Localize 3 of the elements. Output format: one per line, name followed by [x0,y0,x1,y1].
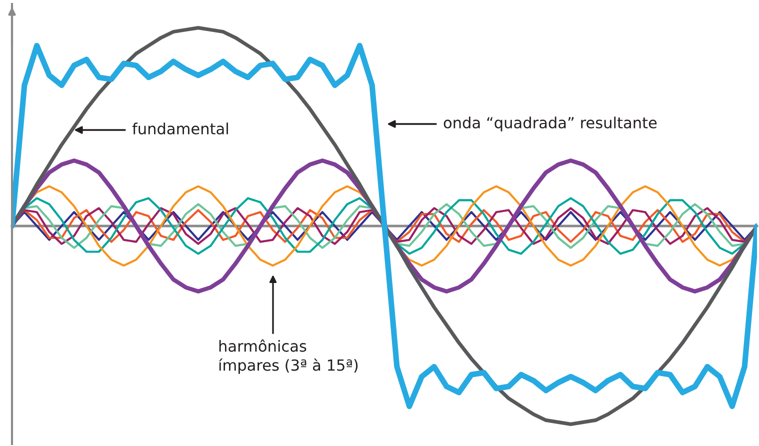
annotation: onda “quadrada” resultante [444,116,657,132]
annotation: harmônicas ímpares (3ª à 15ª) [219,339,358,374]
annotation: fundamental [132,122,228,134]
